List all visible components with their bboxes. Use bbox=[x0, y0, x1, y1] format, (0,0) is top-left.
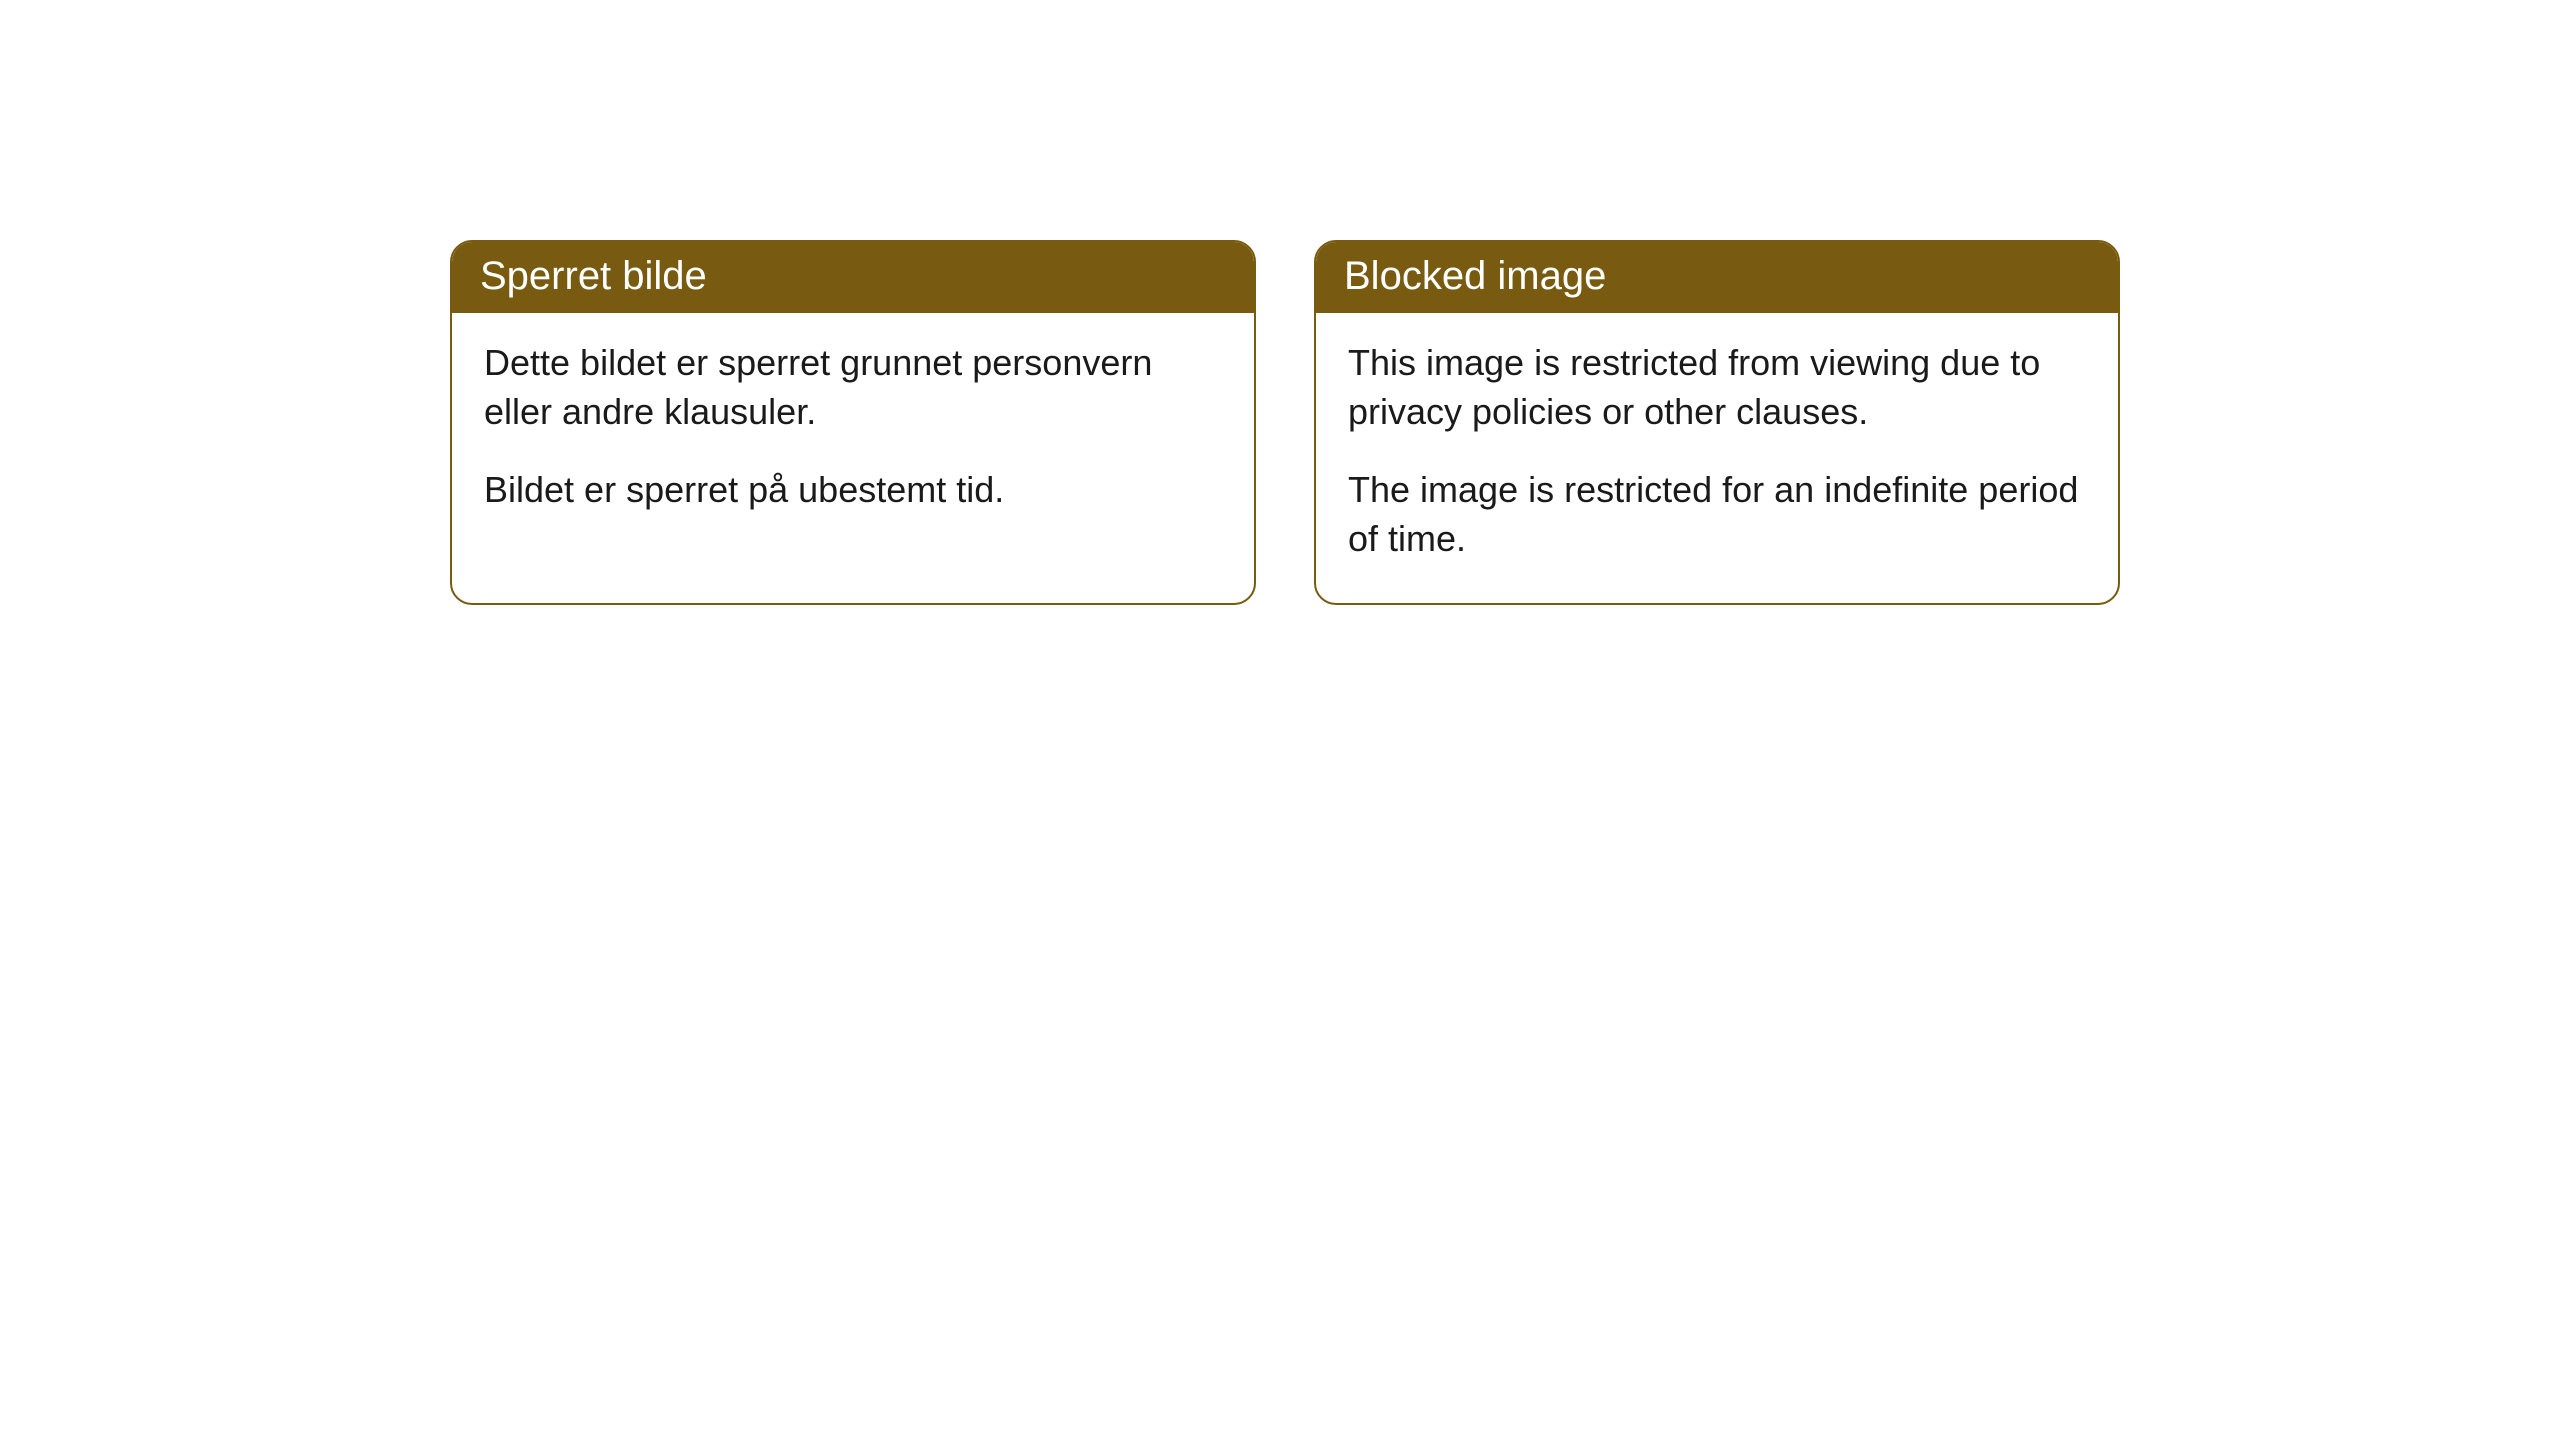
notice-paragraph-1: This image is restricted from viewing du… bbox=[1348, 339, 2086, 436]
notice-paragraph-1: Dette bildet er sperret grunnet personve… bbox=[484, 339, 1222, 436]
notice-paragraph-2: The image is restricted for an indefinit… bbox=[1348, 466, 2086, 563]
card-body: Dette bildet er sperret grunnet personve… bbox=[452, 313, 1254, 555]
notice-container: Sperret bilde Dette bildet er sperret gr… bbox=[0, 0, 2560, 605]
notice-card-english: Blocked image This image is restricted f… bbox=[1314, 240, 2120, 605]
card-header: Sperret bilde bbox=[452, 242, 1254, 313]
notice-paragraph-2: Bildet er sperret på ubestemt tid. bbox=[484, 466, 1222, 515]
card-header: Blocked image bbox=[1316, 242, 2118, 313]
card-body: This image is restricted from viewing du… bbox=[1316, 313, 2118, 603]
notice-card-norwegian: Sperret bilde Dette bildet er sperret gr… bbox=[450, 240, 1256, 605]
